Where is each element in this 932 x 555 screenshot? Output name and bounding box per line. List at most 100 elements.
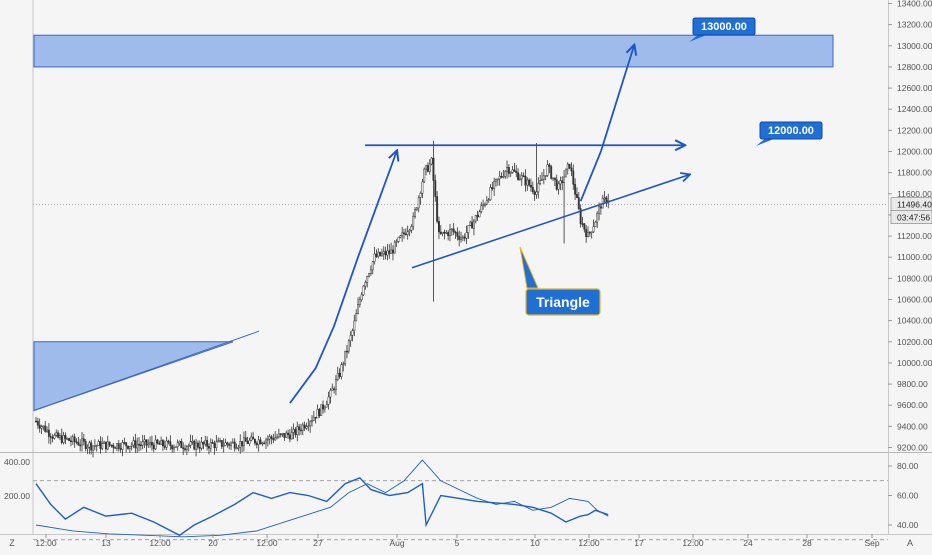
candle-body bbox=[460, 237, 462, 240]
candle-body bbox=[469, 221, 472, 226]
candle-body bbox=[165, 440, 168, 448]
candle-body bbox=[71, 436, 74, 442]
price-axis-label: 9600.00 bbox=[897, 400, 928, 410]
candle-body bbox=[449, 229, 451, 236]
candle-body bbox=[428, 163, 431, 172]
candle-body bbox=[379, 251, 382, 256]
candle-body bbox=[215, 441, 218, 449]
candle-body bbox=[329, 390, 332, 398]
candle-body bbox=[583, 223, 586, 230]
candle-body bbox=[156, 439, 159, 444]
candle-body bbox=[272, 438, 275, 441]
candle-body bbox=[158, 442, 161, 445]
candle-body bbox=[415, 207, 418, 211]
candle-body bbox=[171, 445, 174, 450]
candle-body bbox=[531, 186, 534, 192]
candle-body bbox=[491, 187, 494, 189]
candle-body bbox=[147, 443, 150, 446]
candle-body bbox=[496, 178, 499, 181]
candle-body bbox=[242, 437, 245, 447]
candle-body bbox=[86, 447, 89, 449]
candle-body bbox=[526, 179, 529, 186]
candle-body bbox=[336, 373, 339, 380]
candle-body bbox=[117, 443, 120, 449]
candle-body bbox=[471, 221, 474, 229]
candle-body bbox=[452, 228, 455, 233]
candle-body bbox=[557, 183, 560, 190]
candle-body bbox=[576, 194, 578, 198]
candle-body bbox=[439, 231, 442, 234]
candle-body bbox=[461, 236, 464, 239]
candle-body bbox=[84, 441, 87, 449]
candle-body bbox=[598, 206, 600, 214]
candle-body bbox=[384, 251, 387, 256]
candle-body bbox=[399, 235, 402, 238]
candle-body bbox=[533, 191, 536, 195]
candle-body bbox=[458, 236, 461, 240]
candle-body bbox=[209, 441, 212, 449]
candle-body bbox=[58, 435, 61, 438]
candle-body bbox=[226, 442, 229, 445]
time-axis-label: 12:00 bbox=[682, 538, 704, 548]
candle-body bbox=[349, 335, 352, 342]
candle-body bbox=[139, 444, 142, 447]
candle-body bbox=[195, 442, 198, 450]
candle-body bbox=[588, 231, 591, 234]
candle-body bbox=[579, 208, 582, 224]
price-axis-label: 11000.00 bbox=[897, 252, 932, 262]
candle-body bbox=[300, 429, 302, 432]
candle-body bbox=[331, 388, 334, 391]
candle-body bbox=[585, 229, 588, 238]
candle-body bbox=[274, 437, 277, 441]
countdown-label: 03:47:56 bbox=[897, 213, 930, 223]
candle-body bbox=[555, 179, 558, 190]
main-plot-background bbox=[33, 0, 888, 452]
oscillator-axis-label: 80.00 bbox=[897, 461, 919, 471]
callout-12000: 12000.00 bbox=[756, 121, 823, 146]
candle-body bbox=[250, 436, 253, 441]
candle-body bbox=[323, 406, 326, 410]
candle-body bbox=[136, 444, 139, 449]
candle-body bbox=[233, 441, 236, 449]
candle-body bbox=[237, 446, 240, 449]
corner-label-left: Z bbox=[9, 538, 15, 548]
candle-body bbox=[246, 441, 249, 444]
time-axis-label: Aug bbox=[389, 538, 404, 548]
candle-body bbox=[417, 197, 420, 209]
rally-arrow bbox=[289, 152, 397, 404]
candle-body bbox=[189, 441, 192, 446]
candle-body bbox=[261, 442, 264, 445]
candle-body bbox=[79, 444, 82, 447]
candle-body bbox=[566, 163, 569, 170]
candle-body bbox=[485, 200, 488, 205]
candle-body bbox=[176, 442, 179, 447]
candle-body bbox=[414, 209, 416, 217]
candles-group bbox=[35, 140, 610, 458]
candle-body bbox=[224, 442, 227, 446]
support-line-arrow bbox=[411, 175, 689, 269]
candle-body bbox=[55, 432, 58, 436]
oscillator-axis-label: 40.00 bbox=[897, 520, 919, 530]
candle-body bbox=[235, 447, 238, 450]
price-axis-label: 13200.00 bbox=[897, 20, 932, 30]
candle-body bbox=[517, 172, 520, 181]
price-axis-label: 10800.00 bbox=[897, 273, 932, 283]
candle-body bbox=[312, 416, 315, 421]
candle-body bbox=[509, 172, 512, 174]
candle-body bbox=[174, 446, 177, 448]
candle-body bbox=[150, 441, 153, 446]
candle-body bbox=[196, 442, 199, 448]
candle-body bbox=[46, 429, 48, 432]
candle-body bbox=[388, 250, 391, 254]
price-axis-label: 12600.00 bbox=[897, 83, 932, 93]
price-axis-label: 10600.00 bbox=[897, 295, 932, 305]
candle-body bbox=[577, 197, 580, 209]
candle-body bbox=[301, 424, 304, 431]
candle-body bbox=[167, 440, 170, 443]
time-axis-label: 12:00 bbox=[35, 538, 57, 548]
candle-body bbox=[206, 440, 209, 447]
candle-body bbox=[204, 440, 207, 445]
candle-body bbox=[220, 440, 223, 447]
candle-body bbox=[430, 157, 433, 165]
